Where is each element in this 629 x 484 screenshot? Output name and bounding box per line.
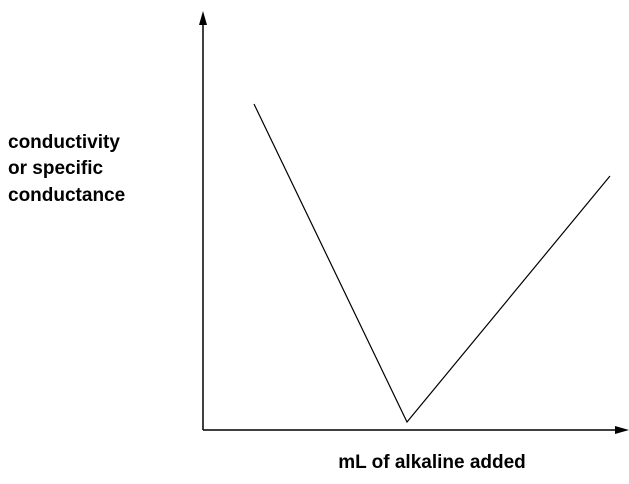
y-axis-arrow bbox=[199, 11, 207, 25]
titration-curve bbox=[253, 103, 611, 424]
x-axis-label: mL of alkaline added bbox=[338, 452, 526, 473]
y-axis-label: conductivity bbox=[8, 132, 120, 153]
x-axis-arrow bbox=[615, 426, 629, 434]
y-axis-label: conductance bbox=[8, 185, 125, 206]
y-axis-label: or specific bbox=[8, 158, 103, 179]
